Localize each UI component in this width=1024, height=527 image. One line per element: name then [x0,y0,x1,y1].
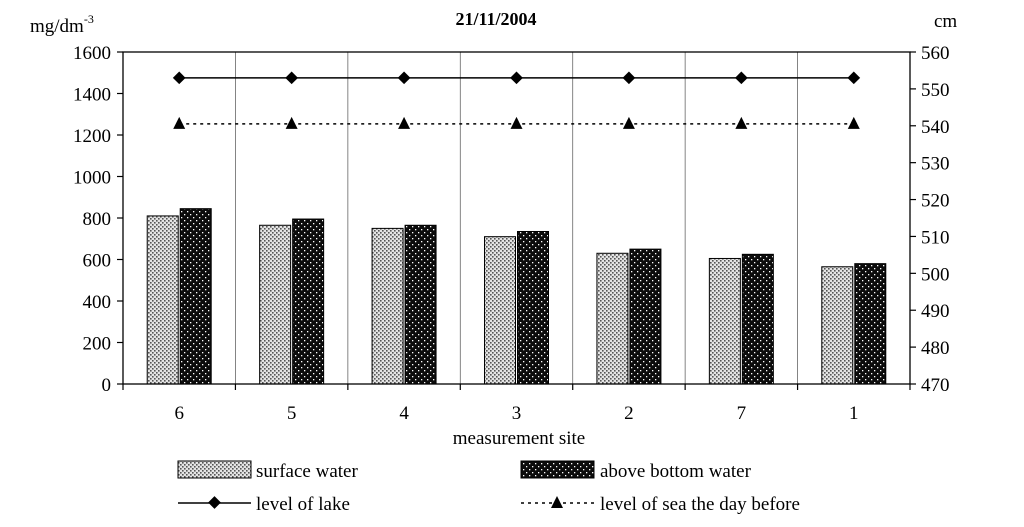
chart-title: 21/11/2004 [455,9,536,29]
legend-swatch-surface-water [177,460,252,479]
axes: 0 200 400 600 800 1000 1200 1400 1600 470 480 490 50… [73,43,950,424]
left-tick-label: 1600 [73,43,111,64]
bar-above-bottom-water-5 [292,218,325,385]
legend-label-level-of-sea: level of sea the day before [600,494,800,515]
bar-surface-water-7 [708,257,741,385]
bar-surface-water-2 [596,252,629,385]
point-level-of-sea-5 [285,116,298,129]
left-tick-label: 1400 [73,85,111,106]
right-tick-label: 520 [921,191,950,212]
point-level-of-lake-2 [622,71,636,85]
x-axis-label: measurement site [453,428,585,449]
x-tick-label: 6 [174,403,184,424]
point-level-of-sea-6 [173,116,186,129]
bar-above-bottom-water-2 [629,248,662,385]
right-axis-label: cm [934,11,957,32]
legend-swatch-above-bottom-water [520,460,595,479]
bar-surface-water-6 [146,215,179,385]
point-level-of-sea-1 [847,116,860,129]
right-tick-label: 480 [921,338,950,359]
right-tick-label: 550 [921,80,950,101]
point-level-of-sea-3 [510,116,523,129]
left-tick-label: 600 [83,251,112,272]
point-level-of-sea-4 [398,116,411,129]
right-tick-label: 530 [921,154,950,175]
point-level-of-lake-4 [397,71,411,85]
bar-above-bottom-water-1 [854,263,887,385]
point-level-of-lake-3 [510,71,523,85]
left-axis-label-sup: -3 [84,12,94,26]
right-tick-label: 510 [921,227,950,248]
point-level-of-sea-2 [622,116,635,129]
left-tick-label: 1000 [73,168,111,189]
right-tick-label: 490 [921,301,950,322]
bar-surface-water-3 [484,236,516,385]
left-axis-label-base: mg/dm [30,16,84,37]
bar-above-bottom-water-6 [179,208,212,385]
left-tick-label: 1200 [73,126,111,147]
right-tick-label: 540 [921,117,950,138]
x-tick-label: 4 [399,403,409,424]
legend-label-above-bottom-water: above bottom water [600,461,752,482]
right-tick-label: 470 [921,375,950,396]
x-tick-label: 3 [512,403,522,424]
point-level-of-lake-7 [734,71,748,85]
legend-label-surface-water: surface water [256,461,358,482]
bar-above-bottom-water-4 [404,224,437,385]
point-level-of-sea-7 [735,116,748,129]
legend-label-level-of-lake: level of lake [256,494,350,515]
legend-marker-level-of-sea [551,496,563,508]
left-tick-label: 800 [83,209,112,230]
x-tick-label: 7 [737,403,747,424]
x-tick-label: 1 [849,403,859,424]
bar-above-bottom-water-3 [517,230,549,385]
bar-surface-water-1 [821,266,854,385]
grid-lines [235,52,798,384]
left-tick-label: 200 [83,334,112,355]
plot-frame [122,51,911,385]
point-level-of-lake-5 [285,71,299,85]
right-tick-label: 560 [921,43,950,64]
bar-surface-water-4 [371,227,404,385]
bars [146,208,887,385]
bar-above-bottom-water-7 [741,253,774,385]
left-axis-label: mg/dm-3 [30,12,94,37]
point-level-of-lake-1 [847,71,861,85]
bar-surface-water-5 [259,224,292,385]
right-tick-label: 500 [921,264,950,285]
x-tick-label: 2 [624,403,634,424]
point-level-of-lake-6 [172,71,186,85]
x-tick-label: 5 [287,403,297,424]
series-lines [172,71,861,129]
legend: surface water above bottom water level o… [177,460,800,515]
legend-marker-level-of-lake [208,496,221,509]
left-tick-label: 400 [83,292,112,313]
left-tick-label: 0 [102,375,112,396]
